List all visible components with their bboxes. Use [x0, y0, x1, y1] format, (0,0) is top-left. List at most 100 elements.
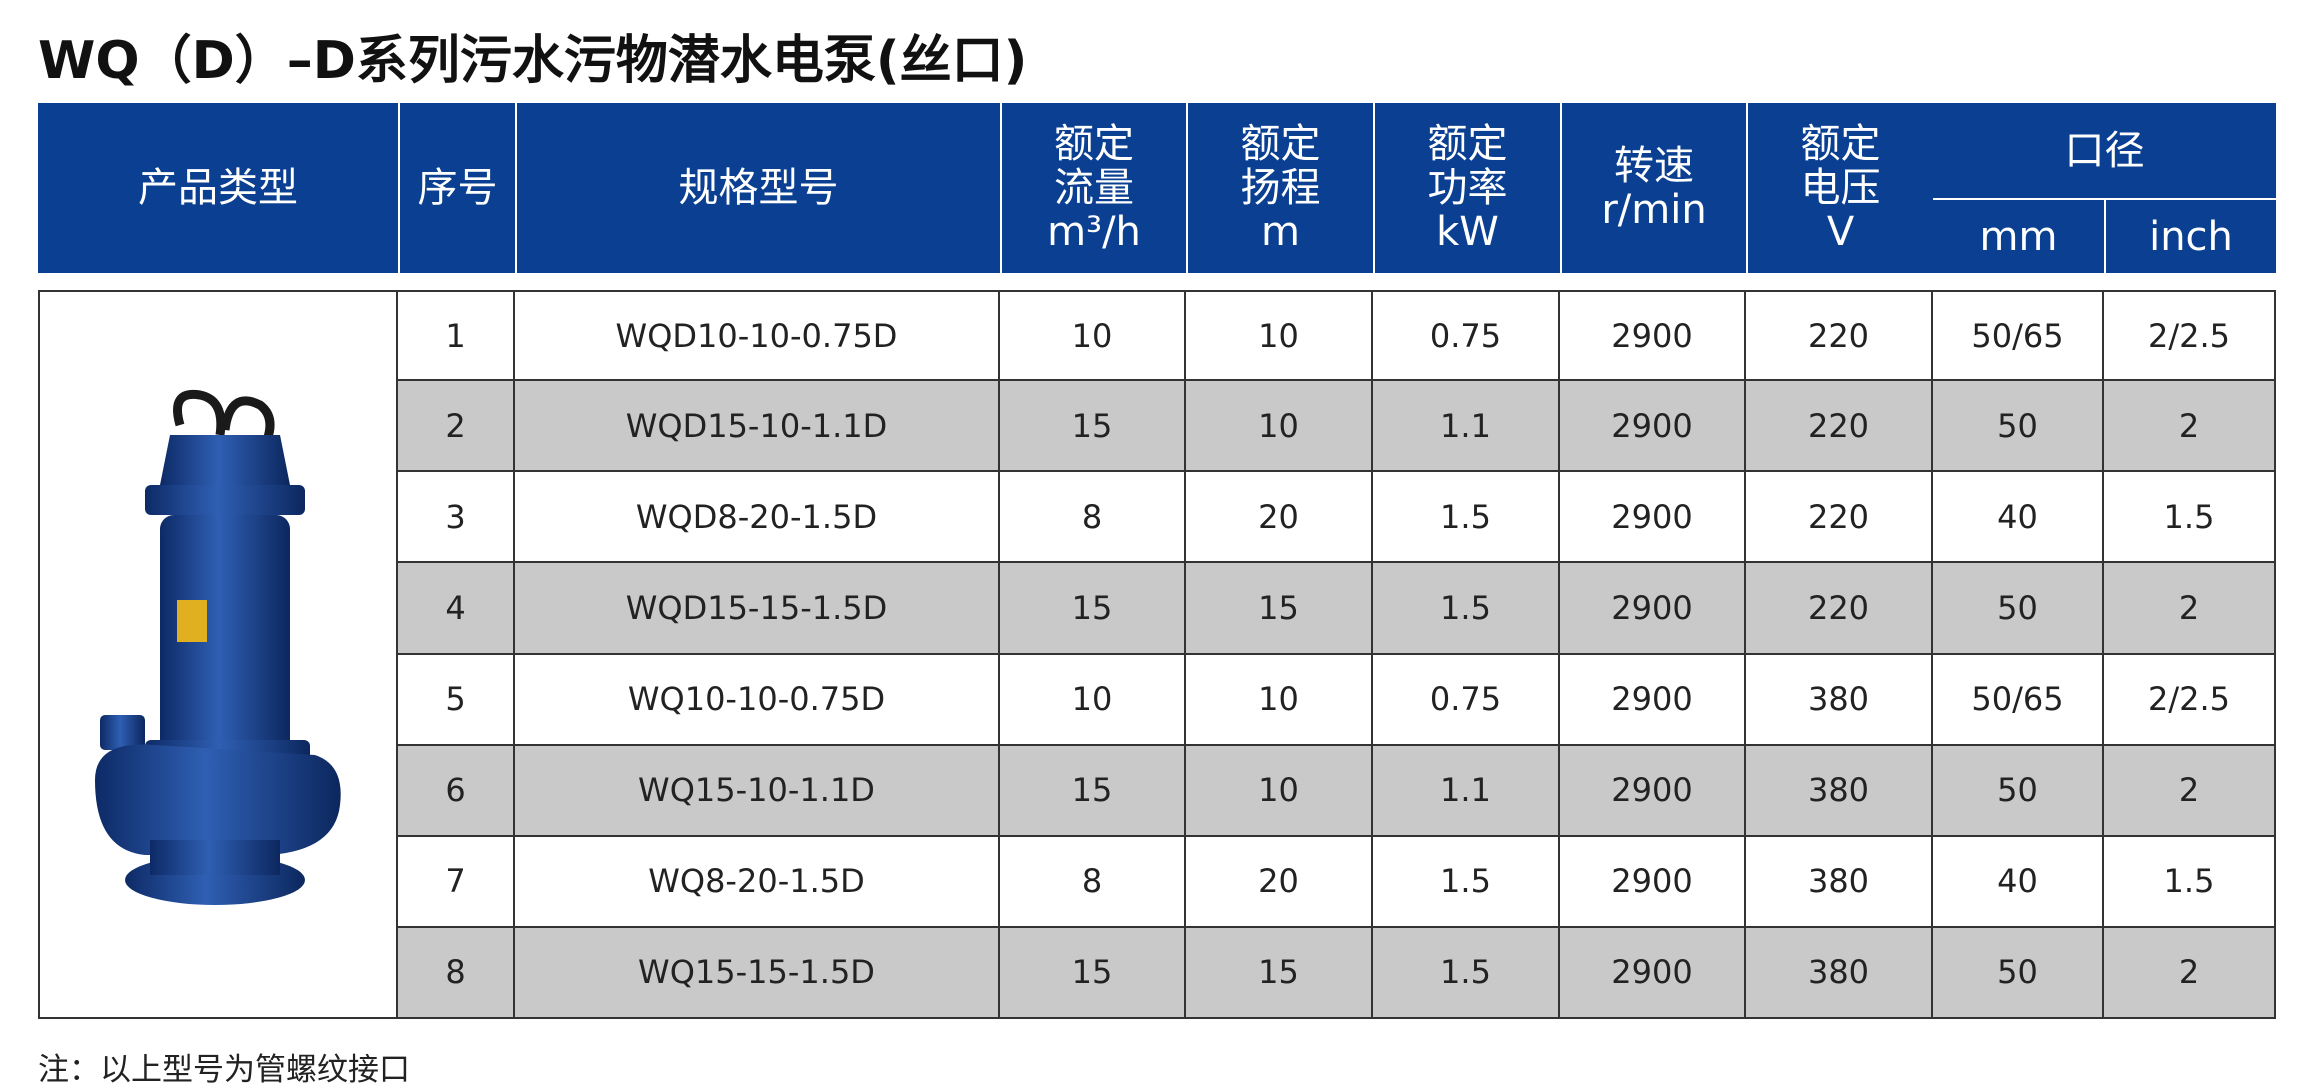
table-cell: 10: [1000, 290, 1186, 382]
footnote: 注：以上型号为管螺纹接口: [38, 1052, 410, 1088]
product-image: [95, 389, 341, 905]
table-cell: 2: [2104, 745, 2276, 837]
header-sub-label: mm: [1979, 213, 2058, 260]
table-cell: 10: [1186, 290, 1373, 382]
table-cell: 0.75: [1373, 290, 1560, 382]
table-cell: 2900: [1560, 654, 1746, 746]
table-cell: WQD15-10-1.1D: [515, 381, 1000, 473]
table-cell: 380: [1746, 654, 1933, 746]
header-cell: 产品类型: [38, 103, 398, 273]
header-label: 口径: [2064, 127, 2145, 174]
table-cell: 10: [1186, 654, 1373, 746]
table-cell: 3: [398, 472, 515, 564]
table-cell: WQ8-20-1.5D: [515, 836, 1000, 928]
table-cell: 15: [1000, 745, 1186, 837]
table-cell: 2: [2104, 381, 2276, 473]
header-cell: 口径: [1933, 103, 2276, 198]
table-cell: 50: [1933, 381, 2104, 473]
table-cell: 50/65: [1933, 654, 2104, 746]
table-cell: 1.5: [1373, 563, 1560, 655]
table-cell: 50: [1933, 563, 2104, 655]
table-cell: 20: [1186, 472, 1373, 564]
table-cell: WQ10-10-0.75D: [515, 654, 1000, 746]
table-cell: 380: [1746, 927, 1933, 1019]
table-cell: WQ15-15-1.5D: [515, 927, 1000, 1019]
table-cell: 15: [1186, 927, 1373, 1019]
table-cell: 0.75: [1373, 654, 1560, 746]
page-title: WQ（D）–D系列污水污物潜水电泵(丝口): [38, 31, 1028, 91]
header-unit: r/min: [1601, 187, 1707, 233]
header-subcell: inch: [2104, 198, 2276, 273]
table-cell: 1.1: [1373, 381, 1560, 473]
header-subcell: mm: [1933, 198, 2104, 273]
table-cell: 1.5: [2104, 836, 2276, 928]
header-cell: 额定流量 m³/h: [1000, 103, 1186, 273]
table-cell: 50: [1933, 927, 2104, 1019]
table-cell: 220: [1746, 290, 1933, 382]
header-cell: 规格型号: [515, 103, 1000, 273]
table-cell: 2900: [1560, 927, 1746, 1019]
table-cell: 40: [1933, 836, 2104, 928]
header-cell: 额定功率 kW: [1373, 103, 1560, 273]
table-cell: 220: [1746, 563, 1933, 655]
table-cell: 1.1: [1373, 745, 1560, 837]
table-cell: 2/2.5: [2104, 290, 2276, 382]
table-cell: 8: [1000, 836, 1186, 928]
table-cell: 2900: [1560, 745, 1746, 837]
table-cell: 380: [1746, 745, 1933, 837]
table-cell: 2900: [1560, 290, 1746, 382]
table-cell: 7: [398, 836, 515, 928]
header-cell: 转速 r/min: [1560, 103, 1746, 273]
header-label: 额定扬程: [1240, 121, 1321, 211]
header-label: 额定电压: [1800, 121, 1881, 211]
header-unit: kW: [1436, 209, 1499, 255]
table-cell: 1.5: [1373, 836, 1560, 928]
header-label: 序号: [417, 165, 498, 211]
header-label: 额定流量: [1054, 121, 1134, 211]
table-cell: 2/2.5: [2104, 654, 2276, 746]
table-cell: WQD8-20-1.5D: [515, 472, 1000, 564]
table-cell: 40: [1933, 472, 2104, 564]
table-cell: 10: [1000, 654, 1186, 746]
table-cell: 8: [1000, 472, 1186, 564]
table-cell: WQD15-15-1.5D: [515, 563, 1000, 655]
table-cell: 20: [1186, 836, 1373, 928]
table-cell: 4: [398, 563, 515, 655]
table-cell: 50/65: [1933, 290, 2104, 382]
table-cell: 2: [2104, 563, 2276, 655]
table-cell: 2900: [1560, 563, 1746, 655]
table-cell: 10: [1186, 745, 1373, 837]
table-cell: WQ15-10-1.1D: [515, 745, 1000, 837]
table-cell: 15: [1000, 927, 1186, 1019]
table-cell: 50: [1933, 745, 2104, 837]
table-cell: 1: [398, 290, 515, 382]
table-cell: 220: [1746, 472, 1933, 564]
header-cell: 额定电压 V: [1746, 103, 1933, 273]
table-cell: 15: [1000, 563, 1186, 655]
header-label: 额定功率: [1427, 121, 1508, 211]
table-cell: 2900: [1560, 836, 1746, 928]
header-label: 规格型号: [678, 165, 839, 211]
header-unit: m³/h: [1047, 209, 1141, 255]
header-label: 产品类型: [138, 165, 298, 211]
table-cell: 2900: [1560, 381, 1746, 473]
table-cell: 220: [1746, 381, 1933, 473]
header-cell: 序号: [398, 103, 515, 273]
table-cell: 2: [398, 381, 515, 473]
header-label: 转速: [1614, 143, 1694, 189]
table-cell: 2: [2104, 927, 2276, 1019]
table-cell: 10: [1186, 381, 1373, 473]
table-cell: 6: [398, 745, 515, 837]
table-cell: 8: [398, 927, 515, 1019]
header-unit: m: [1261, 209, 1300, 255]
table-cell: 1.5: [1373, 927, 1560, 1019]
header-cell: 额定扬程 m: [1186, 103, 1373, 273]
header-unit: V: [1826, 209, 1855, 255]
table-cell: 1.5: [1373, 472, 1560, 564]
product-cell: [38, 290, 398, 1019]
table-cell: 1.5: [2104, 472, 2276, 564]
table-cell: 15: [1186, 563, 1373, 655]
table-cell: WQD10-10-0.75D: [515, 290, 1000, 382]
table-cell: 380: [1746, 836, 1933, 928]
